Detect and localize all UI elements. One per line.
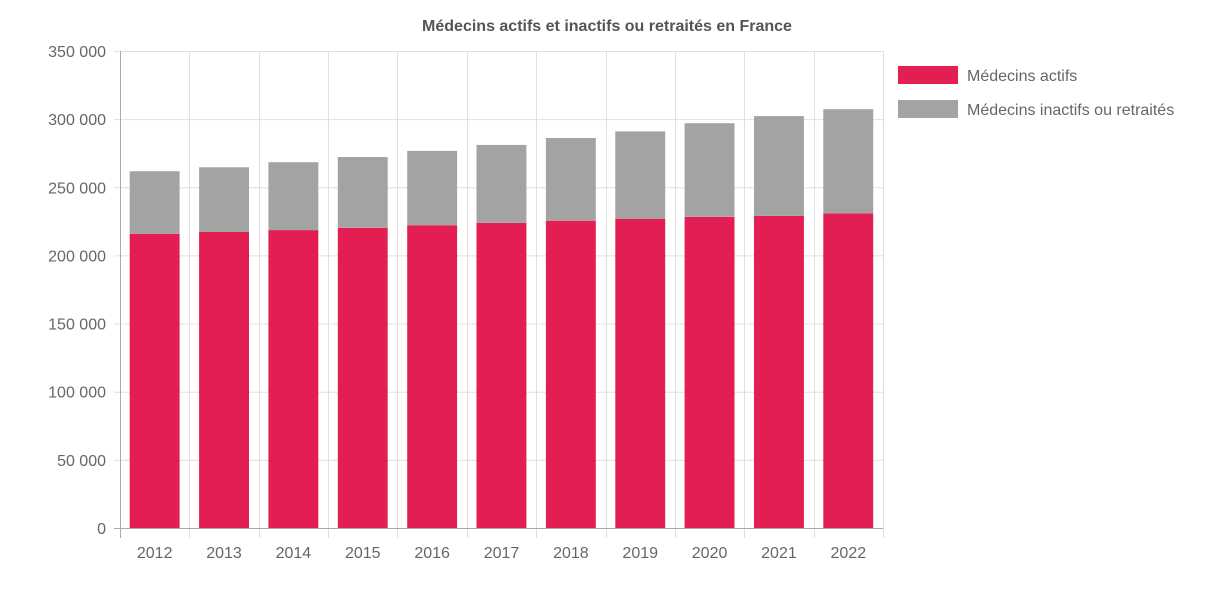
bar-medecins-actifs[interactable] (545, 220, 596, 528)
y-tick-label: 50 000 (57, 453, 106, 470)
bar-medecins-inactifs[interactable] (684, 123, 735, 217)
x-tick-label: 2014 (276, 545, 312, 562)
y-tick-label: 200 000 (48, 248, 106, 265)
x-tick-label: 2021 (761, 545, 797, 562)
x-axis-ticks: 2012 2013 2014 2015 2016 2017 2018 2019 2020 2021… (137, 545, 866, 562)
y-tick-label: 300 000 (48, 112, 106, 129)
bar-medecins-actifs[interactable] (823, 213, 874, 529)
legend-swatch[interactable] (898, 66, 958, 84)
bar-medecins-actifs[interactable] (407, 225, 458, 528)
bar-medecins-actifs[interactable] (615, 219, 666, 528)
legend-label[interactable]: Médecins inactifs ou retraités (967, 102, 1174, 119)
bar-medecins-actifs[interactable] (337, 227, 388, 529)
axes (114, 51, 883, 538)
x-tick-label: 2016 (414, 545, 450, 562)
bar-medecins-inactifs[interactable] (545, 138, 596, 221)
bar-medecins-actifs[interactable] (129, 233, 180, 529)
bar-medecins-inactifs[interactable] (268, 162, 319, 231)
bars (129, 109, 874, 529)
legend-swatch[interactable] (898, 100, 958, 118)
x-tick-label: 2012 (137, 545, 173, 562)
y-tick-label: 100 000 (48, 385, 106, 402)
bar-medecins-inactifs[interactable] (337, 157, 388, 228)
y-tick-label: 150 000 (48, 317, 106, 334)
bar-medecins-actifs[interactable] (754, 215, 804, 528)
bar-medecins-inactifs[interactable] (129, 171, 180, 234)
x-tick-label: 2019 (622, 545, 658, 562)
bar-medecins-inactifs[interactable] (476, 144, 527, 223)
y-axis-ticks: 0 50 000 100 000 150 000 200 000 250 000 300 0… (48, 44, 106, 538)
bar-medecins-inactifs[interactable] (407, 150, 458, 226)
chart-title: Médecins actifs et inactifs ou retraités… (422, 18, 792, 35)
legend[interactable]: Médecins actifs Médecins inactifs ou retr… (898, 66, 1174, 119)
bar-medecins-actifs[interactable] (199, 232, 249, 528)
bar-medecins-inactifs[interactable] (199, 167, 249, 232)
y-tick-label: 350 000 (48, 44, 106, 61)
y-tick-label: 250 000 (48, 180, 106, 197)
x-tick-label: 2017 (484, 545, 520, 562)
x-tick-label: 2022 (831, 545, 867, 562)
bar-medecins-inactifs[interactable] (615, 131, 666, 219)
y-tick-label: 0 (97, 521, 106, 538)
x-tick-label: 2018 (553, 545, 589, 562)
bar-medecins-inactifs[interactable] (754, 116, 804, 216)
legend-label[interactable]: Médecins actifs (967, 68, 1077, 85)
bar-medecins-actifs[interactable] (476, 222, 527, 528)
bar-medecins-inactifs[interactable] (823, 109, 874, 214)
bar-medecins-actifs[interactable] (268, 230, 319, 528)
x-tick-label: 2015 (345, 545, 381, 562)
x-tick-label: 2013 (206, 545, 242, 562)
bar-medecins-actifs[interactable] (684, 216, 735, 528)
x-tick-label: 2020 (692, 545, 728, 562)
